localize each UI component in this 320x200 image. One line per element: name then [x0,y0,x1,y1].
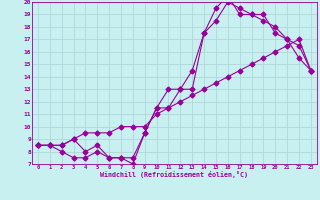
X-axis label: Windchill (Refroidissement éolien,°C): Windchill (Refroidissement éolien,°C) [100,171,248,178]
